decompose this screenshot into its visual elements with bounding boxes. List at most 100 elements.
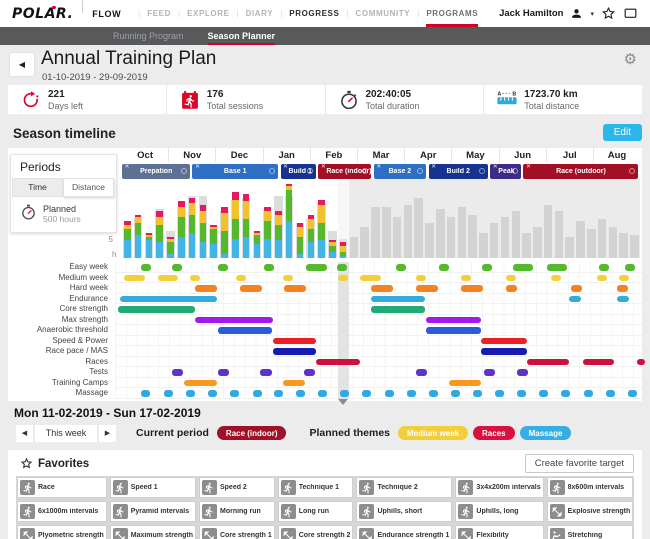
- theme-badge-massage[interactable]: Massage: [519, 426, 572, 440]
- lane-segment[interactable]: [495, 390, 505, 397]
- period-base-2[interactable]: ✕ Base 2: [373, 163, 427, 179]
- lane-segment[interactable]: [239, 285, 263, 292]
- lane-segment[interactable]: [616, 285, 628, 292]
- lane-segment[interactable]: [517, 369, 529, 376]
- lane-segment[interactable]: [120, 295, 217, 302]
- lane-segment[interactable]: [272, 348, 317, 355]
- period-race-indoor[interactable]: ✕ Race (indoor): [318, 163, 372, 179]
- lane-segment[interactable]: [584, 390, 593, 397]
- favorite-technique-2[interactable]: Technique 2: [356, 477, 453, 498]
- display-icon[interactable]: [623, 6, 638, 21]
- favorite-stretching[interactable]: Stretching: [546, 525, 634, 539]
- lane-segment[interactable]: [624, 264, 635, 271]
- lane-segment[interactable]: [597, 274, 608, 281]
- lane-segment[interactable]: [164, 390, 173, 397]
- tab-distance[interactable]: Distance: [63, 178, 114, 197]
- period-drag-handle-icon[interactable]: [417, 167, 424, 174]
- lane-segment[interactable]: [190, 274, 201, 281]
- period-drag-handle-icon[interactable]: [181, 167, 188, 174]
- period-remove-icon[interactable]: ✕: [320, 164, 326, 170]
- favorite-technique-1[interactable]: Technique 1: [277, 477, 354, 498]
- lane-segment[interactable]: [517, 390, 527, 397]
- lane-segment[interactable]: [306, 264, 327, 271]
- lane-segment[interactable]: [395, 264, 406, 271]
- lane-segment[interactable]: [448, 379, 482, 386]
- period-remove-icon[interactable]: ✕: [431, 164, 437, 170]
- lane-segment[interactable]: [252, 390, 262, 397]
- lane-segment[interactable]: [171, 369, 183, 376]
- nav-item-explore[interactable]: EXPLORE: [187, 9, 230, 18]
- lane-segment[interactable]: [599, 264, 610, 271]
- user-icon[interactable]: [570, 7, 583, 20]
- period-remove-icon[interactable]: ✕: [525, 164, 531, 170]
- lane-segment[interactable]: [360, 274, 381, 281]
- period-drag-handle-icon[interactable]: [306, 167, 313, 174]
- lane-segment[interactable]: [568, 295, 581, 302]
- favorite-plyometric-strength[interactable]: Plyometric strength: [17, 525, 107, 539]
- lane-segment[interactable]: [186, 390, 196, 397]
- user-name[interactable]: Jack Hamilton: [499, 8, 564, 19]
- lane-segment[interactable]: [273, 390, 283, 397]
- lane-segment[interactable]: [157, 274, 179, 281]
- lane-segment[interactable]: [450, 390, 460, 397]
- lane-segment[interactable]: [426, 316, 482, 323]
- nav-item-programs[interactable]: PROGRAMS: [426, 0, 479, 27]
- lane-segment[interactable]: [627, 390, 637, 397]
- favorite-uphills-short[interactable]: Uphills, short: [356, 501, 453, 522]
- favorite-8x600m-intervals[interactable]: 8x600m intervals: [546, 477, 634, 498]
- lane-segment[interactable]: [616, 295, 629, 302]
- lane-segment[interactable]: [481, 337, 528, 344]
- lane-segment[interactable]: [118, 306, 195, 313]
- period-drag-handle-icon[interactable]: [511, 167, 518, 174]
- period-prepation[interactable]: ✕ Prepation: [122, 163, 191, 179]
- nav-item-flow[interactable]: FLOW: [92, 8, 122, 19]
- lane-segment[interactable]: [194, 285, 217, 292]
- theme-badge-races[interactable]: Races: [473, 426, 515, 440]
- lane-segment[interactable]: [546, 264, 568, 271]
- favorite-uphills-long[interactable]: Uphills, long: [455, 501, 544, 522]
- lane-segment[interactable]: [551, 274, 562, 281]
- favorite-maximum-strength[interactable]: Maximum strength: [109, 525, 196, 539]
- lane-segment[interactable]: [318, 390, 328, 397]
- lane-segment[interactable]: [272, 337, 317, 344]
- favorite-6x1000m-intervals[interactable]: 6x1000m intervals: [17, 501, 107, 522]
- create-favorite-target-button[interactable]: Create favorite target: [524, 454, 634, 473]
- lane-segment[interactable]: [194, 316, 274, 323]
- lane-segment[interactable]: [618, 274, 629, 281]
- lane-segment[interactable]: [217, 264, 228, 271]
- lane-segment[interactable]: [340, 390, 349, 397]
- theme-badge-medium-week[interactable]: Medium week: [398, 426, 469, 440]
- lane-segment[interactable]: [217, 327, 272, 334]
- lane-segment[interactable]: [236, 274, 247, 281]
- lane-segment[interactable]: [636, 358, 645, 365]
- favorite-explosive-strength[interactable]: Explosive strength: [546, 501, 634, 522]
- lane-segment[interactable]: [370, 295, 426, 302]
- period-drag-handle-icon[interactable]: [268, 167, 275, 174]
- lane-segment[interactable]: [362, 390, 372, 397]
- lane-segment[interactable]: [473, 390, 483, 397]
- period-remove-icon[interactable]: ✕: [124, 164, 130, 170]
- lane-segment[interactable]: [428, 390, 438, 397]
- lane-segment[interactable]: [141, 390, 151, 397]
- previous-week-button[interactable]: ◀: [16, 424, 33, 442]
- tab-time[interactable]: Time: [12, 178, 63, 197]
- favorite-morning-run[interactable]: Morning run: [198, 501, 275, 522]
- lane-segment[interactable]: [415, 274, 426, 281]
- favorite-core-strength-1[interactable]: Core strength 1: [198, 525, 275, 539]
- period-peak[interactable]: ✕ Peak: [490, 163, 521, 179]
- lane-segment[interactable]: [539, 390, 549, 397]
- nav-item-diary[interactable]: DIARY: [245, 9, 274, 18]
- favorite-speed-2[interactable]: Speed 2: [198, 477, 275, 498]
- lane-segment[interactable]: [260, 369, 272, 376]
- lane-segment[interactable]: [582, 358, 614, 365]
- this-week-button[interactable]: This week: [35, 424, 97, 442]
- lane-segment[interactable]: [406, 390, 416, 397]
- nav-item-feed[interactable]: FEED: [147, 9, 171, 18]
- lane-segment[interactable]: [415, 285, 439, 292]
- favorite-flexibility[interactable]: Flexibility: [455, 525, 544, 539]
- lane-segment[interactable]: [415, 369, 427, 376]
- lane-segment[interactable]: [184, 379, 217, 386]
- lane-segment[interactable]: [141, 264, 152, 271]
- lane-segment[interactable]: [505, 274, 516, 281]
- period-remove-icon[interactable]: ✕: [376, 164, 382, 170]
